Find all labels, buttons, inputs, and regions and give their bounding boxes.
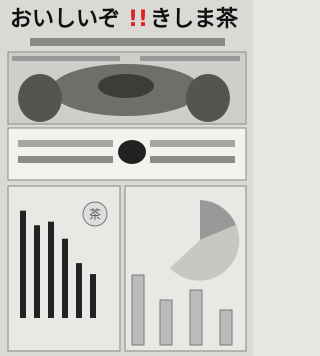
- bar: [20, 211, 26, 318]
- column: [160, 300, 172, 345]
- map-island: [98, 74, 154, 98]
- subtitle-band: [30, 38, 225, 46]
- caption-bar: [12, 56, 120, 61]
- title-main: おいしいぞ: [10, 7, 120, 32]
- bar: [90, 274, 96, 318]
- tree-right: [186, 74, 230, 122]
- caption-bar: [140, 56, 240, 61]
- h-bar: [150, 156, 235, 163]
- bar: [76, 263, 82, 318]
- tea-label: 茶: [89, 208, 101, 222]
- bird-icon: [118, 140, 146, 164]
- bar: [62, 239, 68, 318]
- column: [220, 310, 232, 345]
- h-bar: [18, 140, 113, 147]
- column: [190, 290, 202, 345]
- h-bar: [150, 140, 235, 147]
- title-mark: !!: [128, 7, 148, 32]
- h-bar: [18, 156, 113, 163]
- bar: [34, 225, 40, 318]
- title-name: きしま茶: [150, 7, 239, 32]
- tree-left: [18, 74, 62, 122]
- column: [132, 275, 144, 345]
- poster: おいしいぞ !! きしま茶 茶: [0, 0, 253, 356]
- bar: [48, 222, 54, 318]
